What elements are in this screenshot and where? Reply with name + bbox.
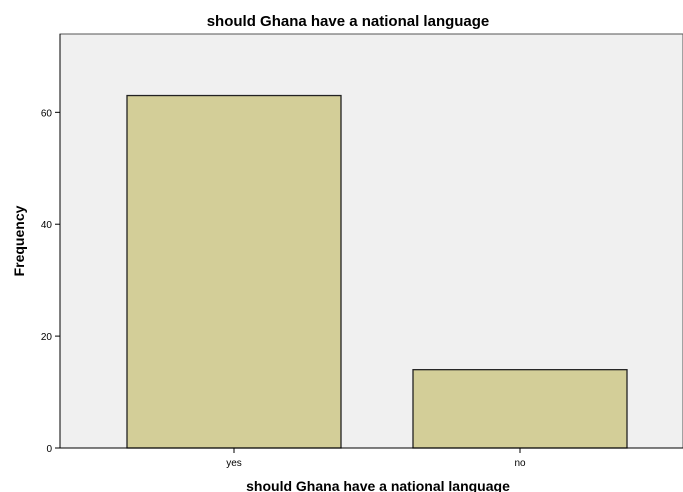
y-tick-label: 40 (41, 220, 53, 231)
x-tick-label: yes (226, 458, 242, 469)
y-axis-title: Frequency (11, 205, 27, 276)
y-tick-label: 60 (41, 108, 53, 119)
chart-title: should Ghana have a national language (207, 13, 490, 30)
x-tick-label: no (514, 458, 526, 469)
y-tick-label: 20 (41, 332, 53, 343)
x-axis-ticks: yes no (226, 448, 526, 469)
y-axis-ticks: 0 20 40 60 (41, 108, 60, 455)
bar-no (412, 369, 628, 449)
x-axis-title: should Ghana have a national language (246, 478, 510, 492)
y-tick-label: 0 (46, 444, 52, 455)
bar-yes (126, 94, 342, 449)
